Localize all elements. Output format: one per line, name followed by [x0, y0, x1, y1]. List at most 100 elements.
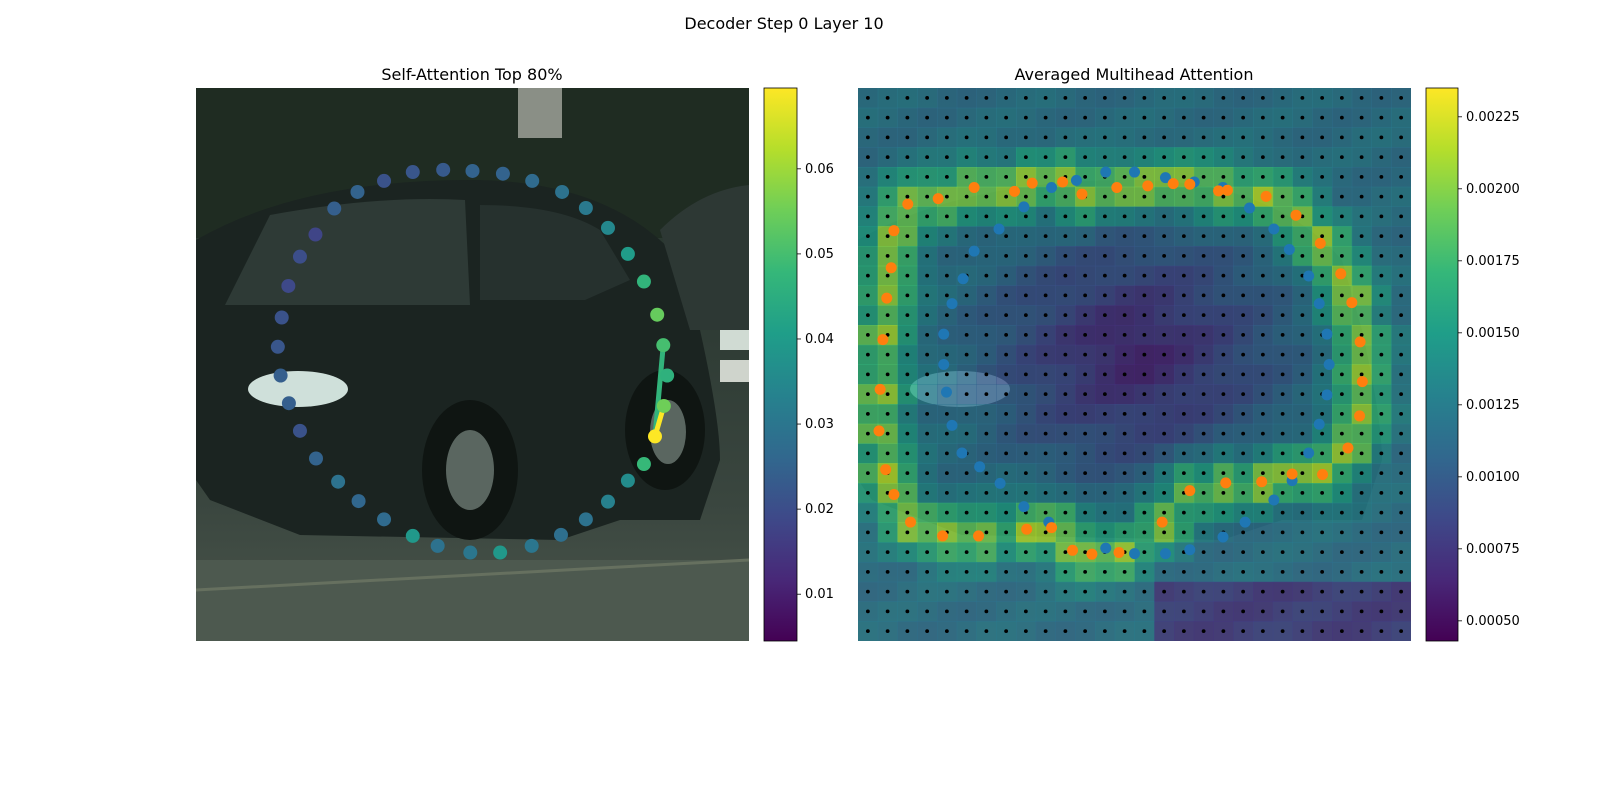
query-points	[270, 162, 675, 560]
grid-dot	[1221, 155, 1226, 160]
grid-dot	[1023, 135, 1028, 140]
grid-dot	[1280, 550, 1285, 555]
grid-dot	[1241, 451, 1246, 456]
grid-dot	[944, 214, 949, 219]
grid-dot	[1221, 273, 1226, 278]
grid-dot	[1320, 293, 1325, 298]
grid-dot	[1102, 352, 1107, 357]
grid-dot	[1122, 273, 1127, 278]
grid-dot	[1102, 490, 1107, 495]
prediction-point	[1213, 185, 1225, 197]
grid-dot	[1379, 629, 1384, 634]
grid-dot	[1063, 273, 1068, 278]
grid-dot	[1339, 155, 1344, 160]
grid-dot	[1043, 392, 1048, 397]
grid-dot	[1063, 293, 1068, 298]
grid-dot	[1339, 293, 1344, 298]
grid-dot	[1162, 293, 1167, 298]
grid-dot	[1181, 471, 1186, 476]
grid-dot	[1043, 569, 1048, 574]
grid-dot	[944, 234, 949, 239]
grid-dot	[1181, 273, 1186, 278]
grid-dot	[1162, 95, 1167, 100]
grid-dot	[865, 372, 870, 377]
grid-dot	[984, 95, 989, 100]
grid-dot	[905, 253, 910, 258]
grid-dot	[905, 95, 910, 100]
grid-dot	[1162, 135, 1167, 140]
grid-dot	[1399, 194, 1404, 199]
grid-dot	[925, 411, 930, 416]
colorbar-ticks: 0.01 0.02 0.03 0.04 0.05 0.06	[797, 162, 834, 602]
grid-dot	[1102, 431, 1107, 436]
grid-dot	[905, 174, 910, 179]
grid-dot	[944, 115, 949, 120]
grid-dot	[1221, 550, 1226, 555]
attention-point	[656, 398, 671, 413]
prediction-point	[1323, 359, 1335, 370]
prediction-point	[1100, 166, 1112, 178]
grid-dot	[1359, 214, 1364, 219]
grid-dot	[1201, 510, 1206, 515]
grid-dot	[885, 411, 890, 416]
grid-dot	[1201, 392, 1206, 397]
prediction-point	[1018, 201, 1030, 213]
grid-dot	[1102, 372, 1107, 377]
prediction-point	[946, 298, 958, 310]
grid-dot	[1300, 293, 1305, 298]
grid-dot	[905, 550, 910, 555]
grid-dot	[1379, 273, 1384, 278]
grid-dot	[1399, 510, 1404, 515]
grid-dot	[1102, 214, 1107, 219]
grid-dot	[1142, 332, 1147, 337]
grid-dot	[964, 431, 969, 436]
grid-dot	[905, 569, 910, 574]
grid-dot	[1320, 313, 1325, 318]
grid-dot	[944, 253, 949, 258]
colorbar-tick-label: 0.01	[805, 587, 834, 602]
grid-dot	[1142, 431, 1147, 436]
grid-dot	[1201, 629, 1206, 634]
grid-dot	[925, 471, 930, 476]
grid-dot	[1023, 234, 1028, 239]
grid-dot	[1004, 214, 1009, 219]
grid-dot	[1221, 372, 1226, 377]
grid-dot	[1221, 411, 1226, 416]
grid-dot	[885, 372, 890, 377]
grid-dot	[1102, 451, 1107, 456]
grid-dot	[1300, 95, 1305, 100]
grid-dot	[865, 431, 870, 436]
grid-dot	[1142, 352, 1147, 357]
grid-dot	[1399, 471, 1404, 476]
colorbar-tick-label: 0.03	[805, 417, 834, 432]
grid-dot	[1063, 95, 1068, 100]
grid-dot	[1339, 451, 1344, 456]
prediction-point	[940, 386, 952, 398]
grid-dot	[885, 273, 890, 278]
grid-dot	[1241, 411, 1246, 416]
grid-dot	[1359, 95, 1364, 100]
grid-dot	[1241, 174, 1246, 179]
grid-dot	[984, 431, 989, 436]
grid-dot	[1379, 332, 1384, 337]
grid-dot	[1241, 194, 1246, 199]
grid-dot	[1359, 332, 1364, 337]
grid-dot	[1063, 431, 1068, 436]
grid-dot	[1023, 293, 1028, 298]
grid-dot	[1181, 411, 1186, 416]
grid-dot	[865, 273, 870, 278]
grid-dot	[1181, 589, 1186, 594]
grid-dot	[865, 411, 870, 416]
grid-dot	[1241, 569, 1246, 574]
grid-dot	[1083, 530, 1088, 535]
grid-dot	[1241, 293, 1246, 298]
grid-dot	[1221, 490, 1226, 495]
grid-dot	[1023, 629, 1028, 634]
grid-dot	[1004, 273, 1009, 278]
grid-dot	[1023, 115, 1028, 120]
grid-dot	[984, 135, 989, 140]
grid-dot	[885, 352, 890, 357]
prediction-point	[1354, 336, 1366, 348]
grid-dot	[1023, 411, 1028, 416]
grid-dot	[865, 352, 870, 357]
